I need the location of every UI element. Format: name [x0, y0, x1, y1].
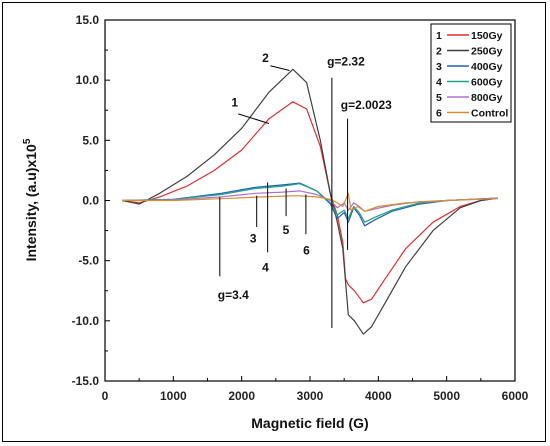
legend-label: 400Gy — [471, 61, 503, 73]
legend-number: 4 — [436, 77, 442, 89]
legend-label: 800Gy — [471, 92, 503, 104]
leader-line — [238, 113, 270, 124]
series-line-250gy — [121, 68, 498, 335]
svg-text:Intensity, (a.u)x105: Intensity, (a.u)x105 — [22, 138, 39, 261]
legend-label: 600Gy — [471, 77, 503, 89]
series-line-150gy — [122, 101, 498, 304]
annotation-label: 1 — [231, 96, 238, 110]
x-tick-label: 5000 — [433, 389, 460, 403]
y-tick-label: -15.0 — [72, 374, 100, 388]
annotation-label: 2 — [262, 51, 269, 65]
annotation-label: 3 — [250, 232, 257, 246]
annotation-label: g=2.32 — [327, 55, 365, 69]
legend-number: 3 — [436, 61, 442, 73]
annotation-label: 5 — [283, 223, 290, 237]
x-tick-label: 4000 — [365, 389, 392, 403]
annotation-label: 6 — [303, 244, 310, 258]
legend-number: 5 — [436, 92, 442, 104]
y-axis-label-group: Intensity, (a.u)x105 — [22, 138, 39, 261]
x-tick-label: 3000 — [297, 389, 324, 403]
y-tick-label: 15.0 — [76, 13, 100, 27]
x-tick-label: 1000 — [160, 389, 187, 403]
legend-box — [430, 23, 512, 123]
series-layer — [121, 68, 498, 335]
legend-number: 6 — [436, 108, 442, 120]
y-tick-label: -10.0 — [72, 314, 100, 328]
legend-label: 250Gy — [471, 46, 503, 58]
annotation-label: g=2.0023 — [341, 98, 392, 112]
y-axis-label-exponent: 5 — [22, 138, 33, 144]
chart-frame: 0 1000 2000 3000 4000 5000 6000 15.0 10.0 5.0 0.0… — [2, 2, 546, 442]
axis-ticks — [104, 19, 516, 382]
legend-number: 1 — [436, 30, 442, 42]
annotation-label: g=3.4 — [218, 288, 249, 302]
series-line-600gy — [122, 183, 498, 223]
y-tick-labels: 15.0 10.0 5.0 0.0 -5.0 -10.0 -15.0 — [72, 13, 100, 388]
x-tick-label: 6000 — [502, 389, 529, 403]
y-tick-label: 10.0 — [76, 73, 100, 87]
esr-chart: 0 1000 2000 3000 4000 5000 6000 15.0 10.0 5.0 0.0… — [22, 13, 529, 431]
y-tick-label: -5.0 — [78, 254, 99, 268]
annotations: 2 1 g=2.32 g=2.0023 34 56 g=3.4 — [218, 51, 392, 302]
x-tick-labels: 0 1000 2000 3000 4000 5000 6000 — [102, 389, 529, 403]
series-line-400gy — [122, 182, 498, 227]
leader-line — [270, 65, 290, 72]
legend: 1 150Gy 2 250Gy 3 400Gy 4 600Gy 5 800Gy 6 Control — [430, 23, 512, 123]
y-tick-label: 5.0 — [82, 133, 99, 147]
series-line-control — [122, 192, 498, 212]
legend-label: 150Gy — [471, 30, 503, 42]
marker-lines — [219, 65, 349, 329]
legend-number: 2 — [436, 46, 442, 58]
annotation-label: 4 — [262, 260, 269, 274]
legend-label: Control — [471, 108, 508, 120]
x-axis-label: Magnetic field (G) — [251, 415, 368, 431]
x-tick-label: 2000 — [228, 389, 255, 403]
x-tick-label: 0 — [102, 389, 109, 403]
y-axis-label: Intensity, (a.u)x10 — [23, 144, 39, 261]
y-tick-label: 0.0 — [82, 194, 99, 208]
